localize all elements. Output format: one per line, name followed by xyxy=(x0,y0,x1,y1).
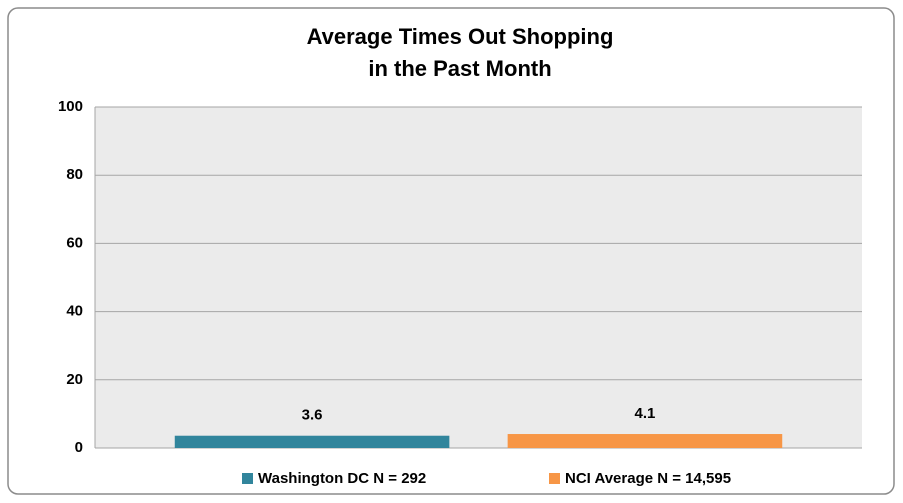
legend-swatch xyxy=(242,473,253,484)
legend-label: Washington DC N = 292 xyxy=(258,470,426,487)
y-tick-label: 100 xyxy=(58,98,83,115)
y-tick-label: 0 xyxy=(75,439,83,456)
plot-area xyxy=(95,107,862,448)
y-tick-label: 60 xyxy=(66,234,83,251)
data-label: 4.1 xyxy=(635,405,656,422)
bar xyxy=(507,434,783,448)
y-tick-label: 20 xyxy=(66,371,83,388)
chart-title: Average Times Out Shopping xyxy=(307,24,614,49)
legend-swatch xyxy=(549,473,560,484)
y-tick-label: 80 xyxy=(66,166,83,183)
bar xyxy=(174,435,450,448)
legend-label: NCI Average N = 14,595 xyxy=(565,470,731,487)
data-label: 3.6 xyxy=(302,407,323,424)
chart-title: in the Past Month xyxy=(368,56,551,81)
y-tick-label: 40 xyxy=(66,303,83,320)
